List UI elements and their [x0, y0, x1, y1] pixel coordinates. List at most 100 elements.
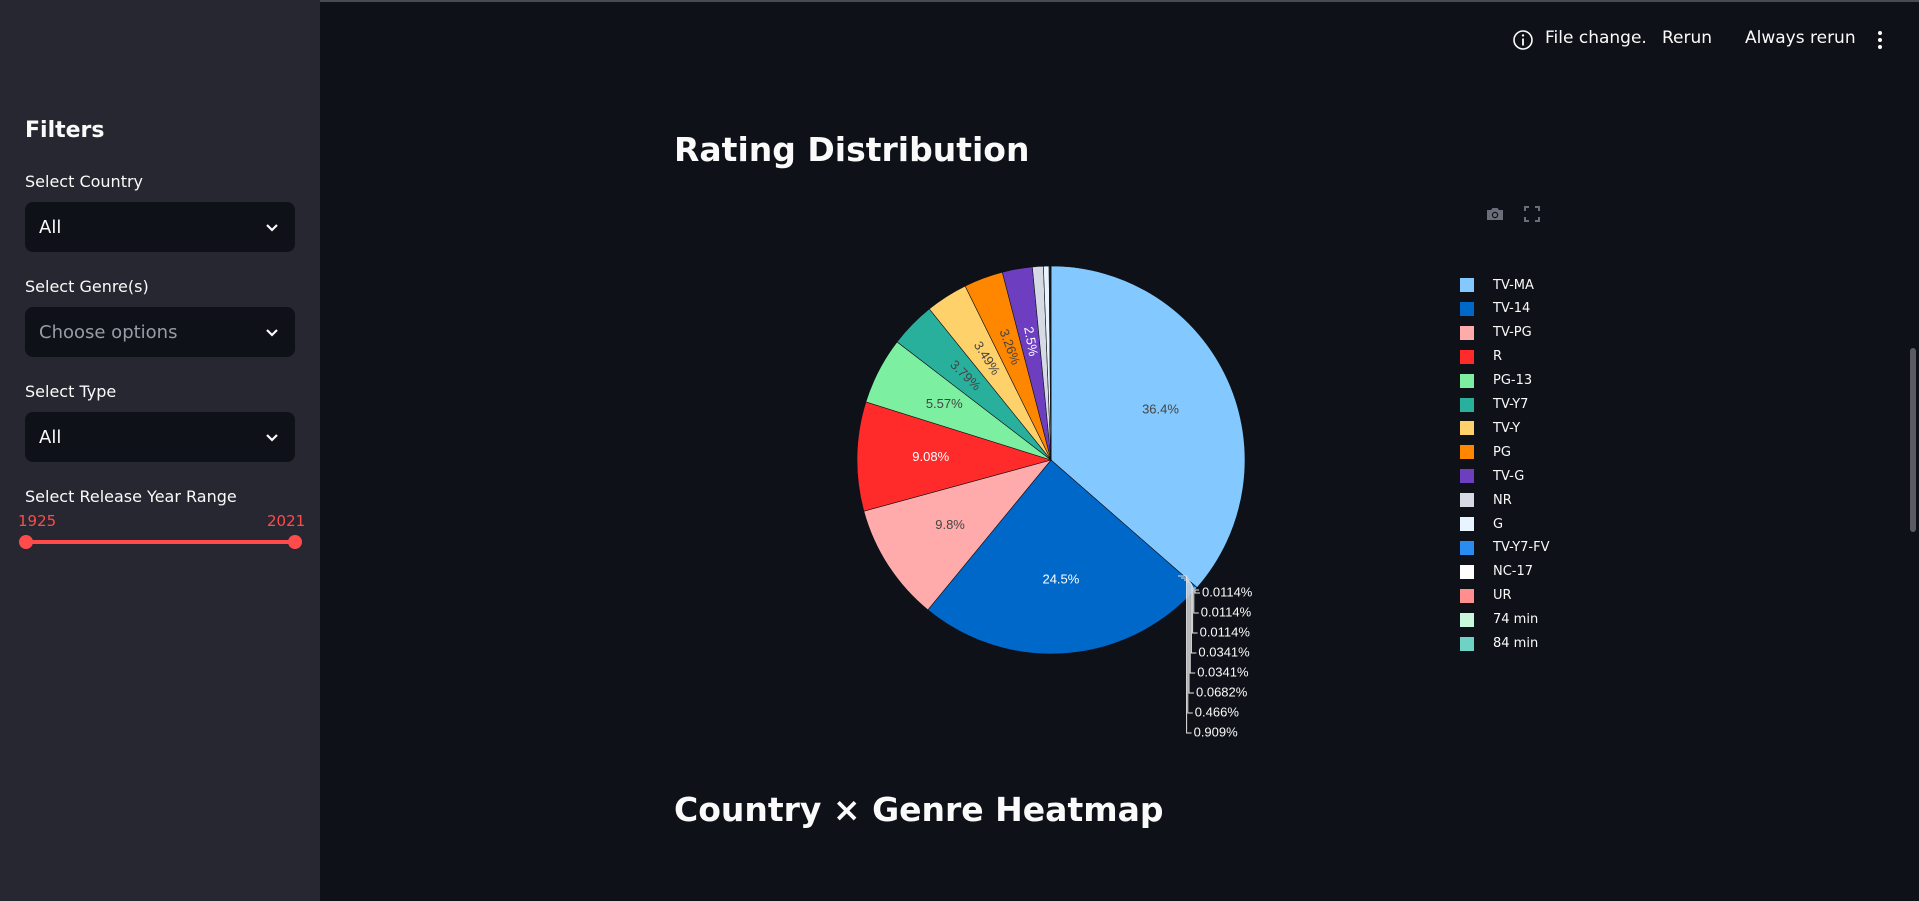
- pie-data-label: 3.79%: [947, 357, 984, 394]
- legend-swatch: [1460, 445, 1474, 460]
- legend-item[interactable]: TV-Y7-FV: [1460, 538, 1550, 558]
- pie-slice-g[interactable]: [1043, 265, 1052, 461]
- legend-item[interactable]: NC-17: [1460, 562, 1533, 582]
- pie-slice-tv-y7-fv[interactable]: [1048, 265, 1052, 461]
- pie-slice-tv-y[interactable]: [928, 285, 1052, 461]
- legend-swatch: [1460, 493, 1474, 508]
- legend-item[interactable]: NR: [1460, 490, 1512, 510]
- sidebar: Filters Select Country All Select Genre(…: [0, 0, 320, 901]
- top-border: [0, 0, 1919, 2]
- legend-item[interactable]: 84 min: [1460, 634, 1538, 654]
- genre-multiselect[interactable]: Choose options: [25, 307, 295, 357]
- pie-data-label: 9.8%: [935, 517, 965, 532]
- legend-swatch: [1460, 349, 1474, 364]
- pie-outside-label: 0.466%: [1195, 704, 1240, 719]
- legend-item[interactable]: TV-MA: [1460, 275, 1534, 295]
- pie-data-label: 3.26%: [997, 327, 1024, 367]
- info-icon: [1513, 30, 1533, 50]
- pie-slice-nc-17[interactable]: [1049, 265, 1052, 461]
- pie-data-label: 36.4%: [1142, 402, 1179, 417]
- pie-leader-line: [1181, 577, 1193, 714]
- pie-data-label: 3.49%: [971, 338, 1004, 378]
- pie-slice-tv-y7[interactable]: [896, 308, 1052, 461]
- year-min-value: 1925: [18, 512, 57, 530]
- pie-outside-label: 0.0682%: [1196, 684, 1248, 699]
- year-max-value: 2021: [267, 512, 306, 530]
- pie-slice-tv-14[interactable]: [927, 459, 1198, 655]
- legend-label: 84 min: [1493, 636, 1539, 651]
- pie-slice-tv-g[interactable]: [1001, 266, 1052, 461]
- pie-slice-ur[interactable]: [1050, 265, 1052, 461]
- pie-leader-line: [1193, 587, 1199, 614]
- country-select[interactable]: All: [25, 202, 295, 252]
- legend-label: 74 min: [1493, 612, 1539, 628]
- page-scrollbar[interactable]: [1910, 348, 1916, 532]
- chevron-down-icon: [266, 434, 278, 442]
- pie-slice-nr[interactable]: [1031, 265, 1052, 461]
- genre-select-placeholder: Choose options: [39, 321, 178, 343]
- legend-swatch: [1460, 588, 1474, 603]
- legend-label: NR: [1493, 492, 1512, 508]
- year-max-handle[interactable]: [288, 535, 302, 549]
- legend-label: TV-PG: [1493, 325, 1532, 341]
- year-min-handle[interactable]: [19, 535, 33, 549]
- legend-swatch: [1460, 612, 1474, 627]
- heatmap-title: Country × Genre Heatmap: [674, 790, 1164, 829]
- legend-item[interactable]: TV-14: [1460, 299, 1530, 319]
- legend-item[interactable]: PG: [1460, 442, 1511, 462]
- legend-swatch: [1460, 421, 1474, 436]
- legend-label: NC-17: [1493, 564, 1534, 580]
- country-select-value: All: [39, 216, 62, 238]
- sidebar-title: Filters: [25, 118, 105, 143]
- legend-label: TV-G: [1493, 468, 1525, 484]
- legend-swatch: [1460, 540, 1474, 555]
- pie-slice-pg[interactable]: [964, 271, 1052, 461]
- pie-leader-line: [1194, 589, 1200, 594]
- always-rerun-button[interactable]: Always rerun: [1745, 28, 1856, 48]
- pie-slice-pg-13[interactable]: [865, 341, 1052, 461]
- type-select[interactable]: All: [25, 412, 295, 462]
- pie-leader-line: [1187, 581, 1196, 674]
- legend-label: TV-Y7: [1493, 397, 1529, 412]
- legend-item[interactable]: TV-G: [1460, 466, 1524, 486]
- legend-swatch: [1460, 373, 1474, 388]
- legend-swatch: [1460, 517, 1474, 531]
- legend-swatch: [1460, 325, 1474, 340]
- chevron-down-icon: [266, 224, 278, 232]
- pie-outside-label: 0.0114%: [1201, 604, 1252, 619]
- pie-leader-line: [1190, 583, 1197, 654]
- pie-slice-tv-pg[interactable]: [863, 459, 1052, 611]
- fullscreen-icon[interactable]: [1522, 204, 1542, 224]
- legend-label: PG: [1493, 444, 1511, 460]
- legend-label: TV-Y: [1493, 420, 1521, 436]
- legend-label: PG-13: [1493, 373, 1533, 389]
- legend-label: UR: [1493, 588, 1512, 604]
- rating-distribution-title: Rating Distribution: [674, 130, 1030, 169]
- legend-label: TV-14: [1493, 301, 1531, 317]
- legend-swatch: [1460, 636, 1474, 651]
- file-change-status: File change.: [1545, 28, 1647, 48]
- pie-leader-line: [1178, 575, 1192, 734]
- pie-slice-r[interactable]: [856, 401, 1053, 512]
- legend-item[interactable]: PG-13: [1460, 371, 1532, 391]
- rerun-button[interactable]: Rerun: [1662, 28, 1713, 48]
- legend-item[interactable]: UR: [1460, 586, 1512, 606]
- pie-leader-line: [1184, 579, 1194, 694]
- legend-item[interactable]: TV-PG: [1460, 323, 1532, 343]
- pie-slice-tv-ma[interactable]: [1050, 265, 1246, 589]
- legend-item[interactable]: TV-Y7: [1460, 395, 1528, 415]
- legend-item[interactable]: R: [1460, 347, 1502, 367]
- main-menu-icon[interactable]: [1872, 28, 1888, 52]
- camera-icon[interactable]: [1485, 204, 1505, 224]
- legend-swatch: [1460, 301, 1474, 316]
- legend-label: G: [1493, 516, 1504, 532]
- pie-data-label: 5.57%: [926, 396, 963, 411]
- year-range-track[interactable]: [25, 540, 295, 544]
- pie-outside-label: 0.909%: [1194, 724, 1239, 739]
- legend-label: TV-Y7-FV: [1493, 540, 1550, 556]
- legend-item[interactable]: TV-Y: [1460, 418, 1520, 438]
- legend-item[interactable]: 74 min: [1460, 610, 1538, 630]
- pie-outside-label: 0.0341%: [1198, 644, 1250, 659]
- type-select-value: All: [39, 426, 62, 448]
- legend-item[interactable]: G: [1460, 514, 1503, 534]
